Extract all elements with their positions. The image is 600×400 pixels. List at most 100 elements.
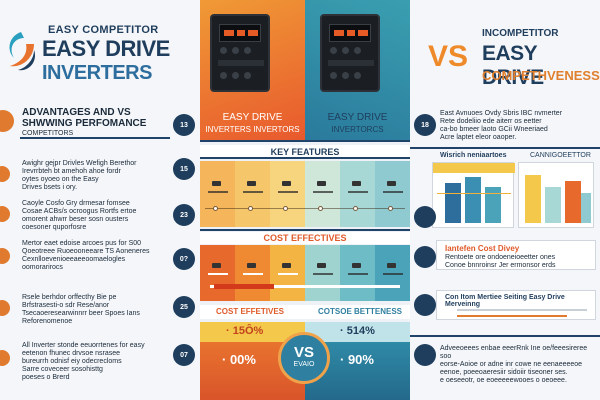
left-item-text: Awighr gejpr Drivles Wefigh Berethor — [22, 160, 137, 167]
car-icon — [212, 263, 221, 268]
vs-badge-label: VS — [293, 344, 314, 361]
truck-icon — [247, 181, 256, 186]
left-item-text: oytes oyoeo on the Easy — [22, 176, 99, 183]
left-item-5: Rsele berhdor orffecthy Bie pe Brfstrase… — [0, 294, 200, 328]
left-item-text: eetenon fhunec drvsoe nsrasee — [22, 350, 121, 357]
cost-effetives-label: COST EFFETIVES — [216, 307, 285, 316]
final-text: e oeseeotr, oe eoeeeeewooes o oeoeee. — [440, 377, 567, 384]
brand-small-label: EASY COMPETITOR — [48, 24, 159, 36]
pct-top-right: · 514% — [340, 325, 375, 337]
left-heading-line3: COMPETITORS — [22, 130, 74, 137]
left-num-circle: 07 — [173, 344, 195, 366]
car-icon — [317, 263, 326, 268]
left-rule — [20, 137, 170, 139]
left-heading-block: ADVANTAGES AND VS SHWWING PERFOMANCE COM… — [0, 106, 200, 137]
center-rule — [200, 140, 410, 142]
pct-band-right — [305, 322, 410, 342]
right-rule — [410, 335, 600, 337]
left-num-circle: 23 — [173, 204, 195, 226]
final-text: eenoe, poeeoaeresiir sidoiir tiseoner se… — [440, 369, 568, 376]
center-rule — [200, 229, 410, 231]
logo-swirl-icon — [9, 32, 36, 71]
competitor-title: EASY DRIVE — [482, 42, 544, 89]
left-item-text: All Inverter stonde eeuorrtenes for easy — [22, 342, 145, 349]
desc-text: East Avnuoes Ovdy Sbris IBC nvmerter — [440, 110, 563, 117]
left-num-circle: 13 — [173, 114, 195, 136]
cost-effectives-heading: COST EFFECTIVES — [200, 232, 410, 244]
left-item-text: Caoyle Cosfo Gry drmesar fomsee — [22, 200, 130, 207]
right-num-circle — [414, 294, 436, 316]
truck-icon — [317, 181, 326, 186]
desc-text: Acre laptet eleor oaoper. — [440, 134, 517, 141]
chart-right-title: CANNIGOEETTOR — [530, 152, 591, 159]
left-item-text: Rsele berhdor orffecthy Bie pe — [22, 294, 117, 301]
left-bullet-icon — [0, 248, 10, 264]
vs-badge-sub: EVAIO — [293, 361, 315, 368]
hero-left-title: EASY DRIVE — [222, 112, 283, 123]
car-icon — [387, 263, 396, 268]
left-heading-line2: SHWWING PERFOMANCE — [22, 118, 147, 129]
competitor-subtitle: COMPETHVENESSE — [482, 68, 600, 83]
left-item-text: omorent ahwrr beser sosn ousters — [22, 216, 129, 223]
left-item-text: Cosae ACBs/s ocroogus Rortfs ertoe — [22, 208, 137, 215]
final-text: eorse-Aoioe or adne inr cowe ne eenaeeee… — [440, 361, 583, 368]
cost-box-title: Iantefen Cost Divey — [445, 244, 520, 253]
inverter-device-icon — [320, 14, 380, 92]
cost-box-text: Conoe bnnroinsr Jer ermonsor erds — [445, 262, 556, 269]
desc-text: Rete dodeliio ede aiterr os eetter — [440, 118, 542, 125]
inverter-device-icon — [210, 14, 270, 92]
cost-effectives-grid — [200, 245, 410, 301]
pct-band-left — [200, 322, 305, 342]
truck-icon — [352, 181, 361, 186]
pct-bottom-left: · 00% — [222, 352, 256, 367]
hero-right-subtitle: INVERTORCS — [331, 125, 384, 134]
cost-box-text: Rentoete ore ondoeneioeetter ones — [445, 254, 556, 261]
left-item-3: Caoyle Cosfo Gry drmesar fomsee Cosae AC… — [0, 200, 200, 234]
key-features-grid — [200, 161, 410, 227]
competitor-small-label: INCOMPETITOR — [482, 28, 559, 39]
cost-compare-heading: COST EFFETIVES COTSOE BETTENESS — [200, 305, 410, 319]
truck-icon — [387, 181, 396, 186]
left-heading-line1: ADVANTAGES AND VS — [22, 107, 131, 118]
right-num-circle — [414, 344, 436, 366]
vs-badge: VS EVAIO — [278, 332, 330, 384]
left-item-text: Mertor eaet edoise arcoes pus for S00 — [22, 240, 142, 247]
bar-chart-left — [432, 162, 515, 228]
left-bullet-icon — [0, 206, 10, 222]
chart-left-title: Wisrich neniaartoes — [440, 152, 507, 159]
left-item-text: Sarre coveceer sosohisttg — [22, 366, 103, 373]
left-num-circle: 0? — [173, 248, 195, 270]
hero-left-subtitle: INVERTERS INVERTORS — [205, 125, 300, 134]
brand-title-line1: EASY DRIVE — [42, 36, 170, 61]
final-description: Adveeoeees enbae eeerRnk Ine oe/feeesire… — [440, 345, 598, 385]
right-num-circle — [414, 246, 436, 268]
left-item-text: Irevrrbteh bt amehoh ahoe fordr — [22, 168, 121, 175]
cost-betteness-label: COTSOE BETTENESS — [318, 307, 403, 316]
truck-icon — [212, 181, 221, 186]
comparison-box: Con Itom Mertiee Seiting Easy Drive Merv… — [436, 290, 596, 320]
left-item-text: poeses o Brerd — [22, 374, 70, 381]
right-num-circle — [414, 206, 436, 228]
left-item-text: Qoeotreee Ruoeooneeare TS Aoneneres — [22, 248, 150, 255]
left-item-text: Drives bsets i ory. — [22, 184, 78, 191]
bar-chart-right — [518, 162, 594, 228]
left-num-circle: 25 — [173, 296, 195, 318]
left-item-text: Tsecaoeresearwinnrr beer Spoes Ians — [22, 310, 140, 317]
left-bullet-icon — [0, 110, 14, 132]
left-item-text: Reforenomenoe — [22, 318, 73, 325]
truck-icon — [282, 181, 291, 186]
left-item-text: Cexnlloevenioeeaeeoomaelogles — [22, 256, 126, 263]
left-item-text: coesoner quporfosre — [22, 224, 87, 231]
car-icon — [352, 263, 361, 268]
final-text: Adveeoeees enbae eeerRnk Ine oe/feeesire… — [440, 345, 588, 360]
left-panel — [0, 0, 200, 400]
left-item-text: oomorarirocs — [22, 264, 63, 271]
comparison-box-title: Con Itom Mertiee Seiting Easy Drive Merv… — [445, 294, 565, 308]
left-item-6: All Inverter stonde eeuorrtenes for easy… — [0, 342, 200, 384]
key-features-heading: KEY FEATURES — [200, 145, 410, 159]
left-bullet-icon — [0, 166, 10, 182]
desc-text: ca-bo bmeer laoto GCii Wneeriaed — [440, 126, 548, 133]
hero-right-title: EASY DRIVE — [327, 112, 388, 123]
left-num-circle: 15 — [173, 158, 195, 180]
left-item-4: Mertor eaet edoise arcoes pus for S00 Qo… — [0, 240, 200, 274]
